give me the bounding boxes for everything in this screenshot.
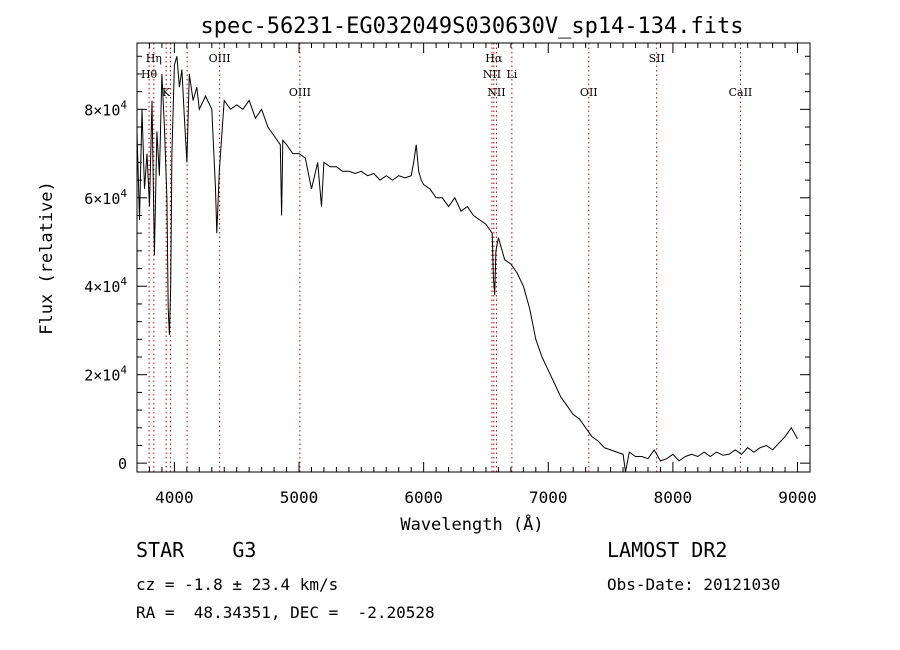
y-tick-label: 8×104 — [84, 98, 127, 119]
plot-frame — [136, 42, 811, 473]
x-tick-label: 5000 — [280, 488, 319, 507]
spectral-line-label: Hα — [485, 52, 503, 65]
y-tick-label: 6×104 — [84, 187, 127, 208]
redshift-velocity: cz = -1.8 ± 23.4 km/s — [136, 575, 339, 594]
x-axis-label: Wavelength (Å) — [400, 513, 543, 535]
spectral-line-label: OIII — [289, 86, 311, 99]
spectral-line-markers — [148, 43, 741, 472]
spectral-line-label: SII — [649, 52, 665, 65]
x-tick-label: 4000 — [155, 488, 194, 507]
survey-name: LAMOST DR2 — [607, 538, 728, 562]
x-tick-label: 8000 — [654, 488, 693, 507]
y-axis-label: Flux (relative) — [37, 181, 57, 335]
spectral-line-label: CaII — [729, 86, 753, 99]
spectrum-line — [136, 56, 798, 473]
spectral-line-label: NII — [487, 86, 505, 99]
spectral-line-label: OIII — [209, 52, 231, 65]
object-class: STAR G3 — [136, 538, 257, 562]
spectral-line-label: OII — [580, 86, 598, 99]
spectral-line-label: Hθ — [141, 68, 158, 81]
x-tick-label: 6000 — [404, 488, 443, 507]
x-tick-label: 7000 — [529, 488, 568, 507]
y-axis: 0 2×104 4×104 6×104 8×104 — [84, 55, 810, 473]
x-axis: 4000 5000 6000 7000 8000 9000 — [136, 43, 817, 507]
observation-date: Obs-Date: 20121030 — [607, 575, 781, 594]
spectral-line-label: Hη — [146, 52, 162, 65]
spectral-line-label: K — [162, 86, 171, 99]
x-tick-label: 9000 — [778, 488, 817, 507]
y-tick-label: 0 — [118, 455, 127, 473]
coordinates: RA = 48.34351, DEC = -2.20528 — [136, 603, 435, 622]
spectral-line-label: Li — [506, 68, 517, 81]
spectral-line-label: NII — [483, 68, 501, 81]
chart-title: spec-56231-EG032049S030630V_sp14-134.fit… — [200, 14, 743, 39]
y-tick-label: 4×104 — [84, 275, 127, 296]
y-tick-label: 2×104 — [84, 364, 127, 385]
